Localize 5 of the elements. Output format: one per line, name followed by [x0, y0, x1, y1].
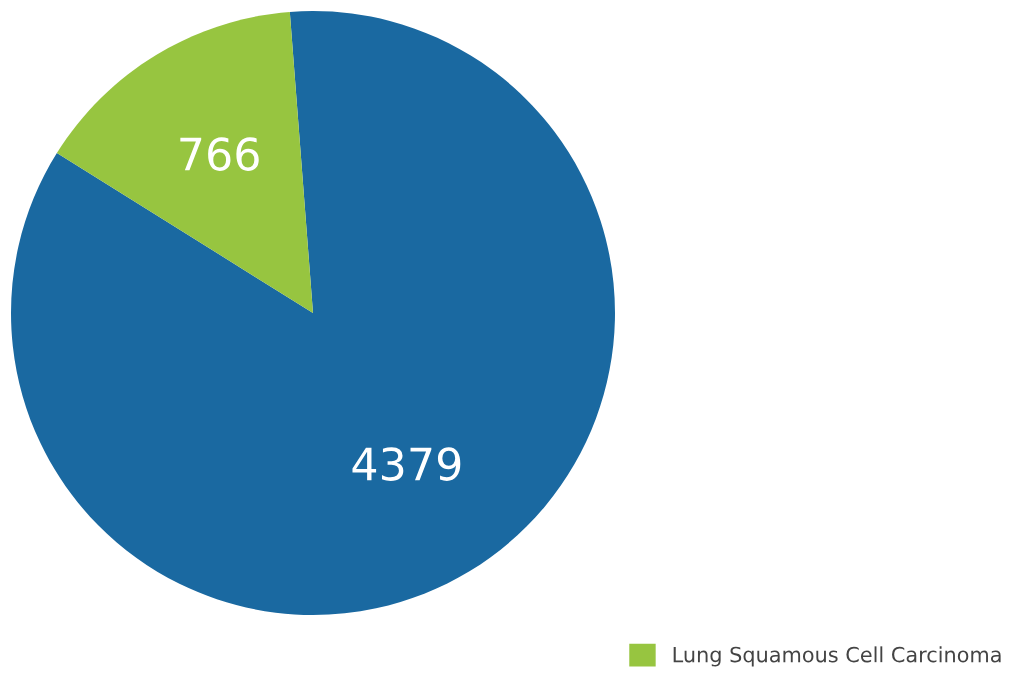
data-label: 4379 — [352, 447, 461, 481]
data-label: 766 — [180, 137, 259, 171]
pie-slice — [11, 11, 615, 615]
legend-label: Lung Squamous Cell Carcinoma — [673, 646, 1001, 667]
pie-slice — [56, 11, 313, 313]
